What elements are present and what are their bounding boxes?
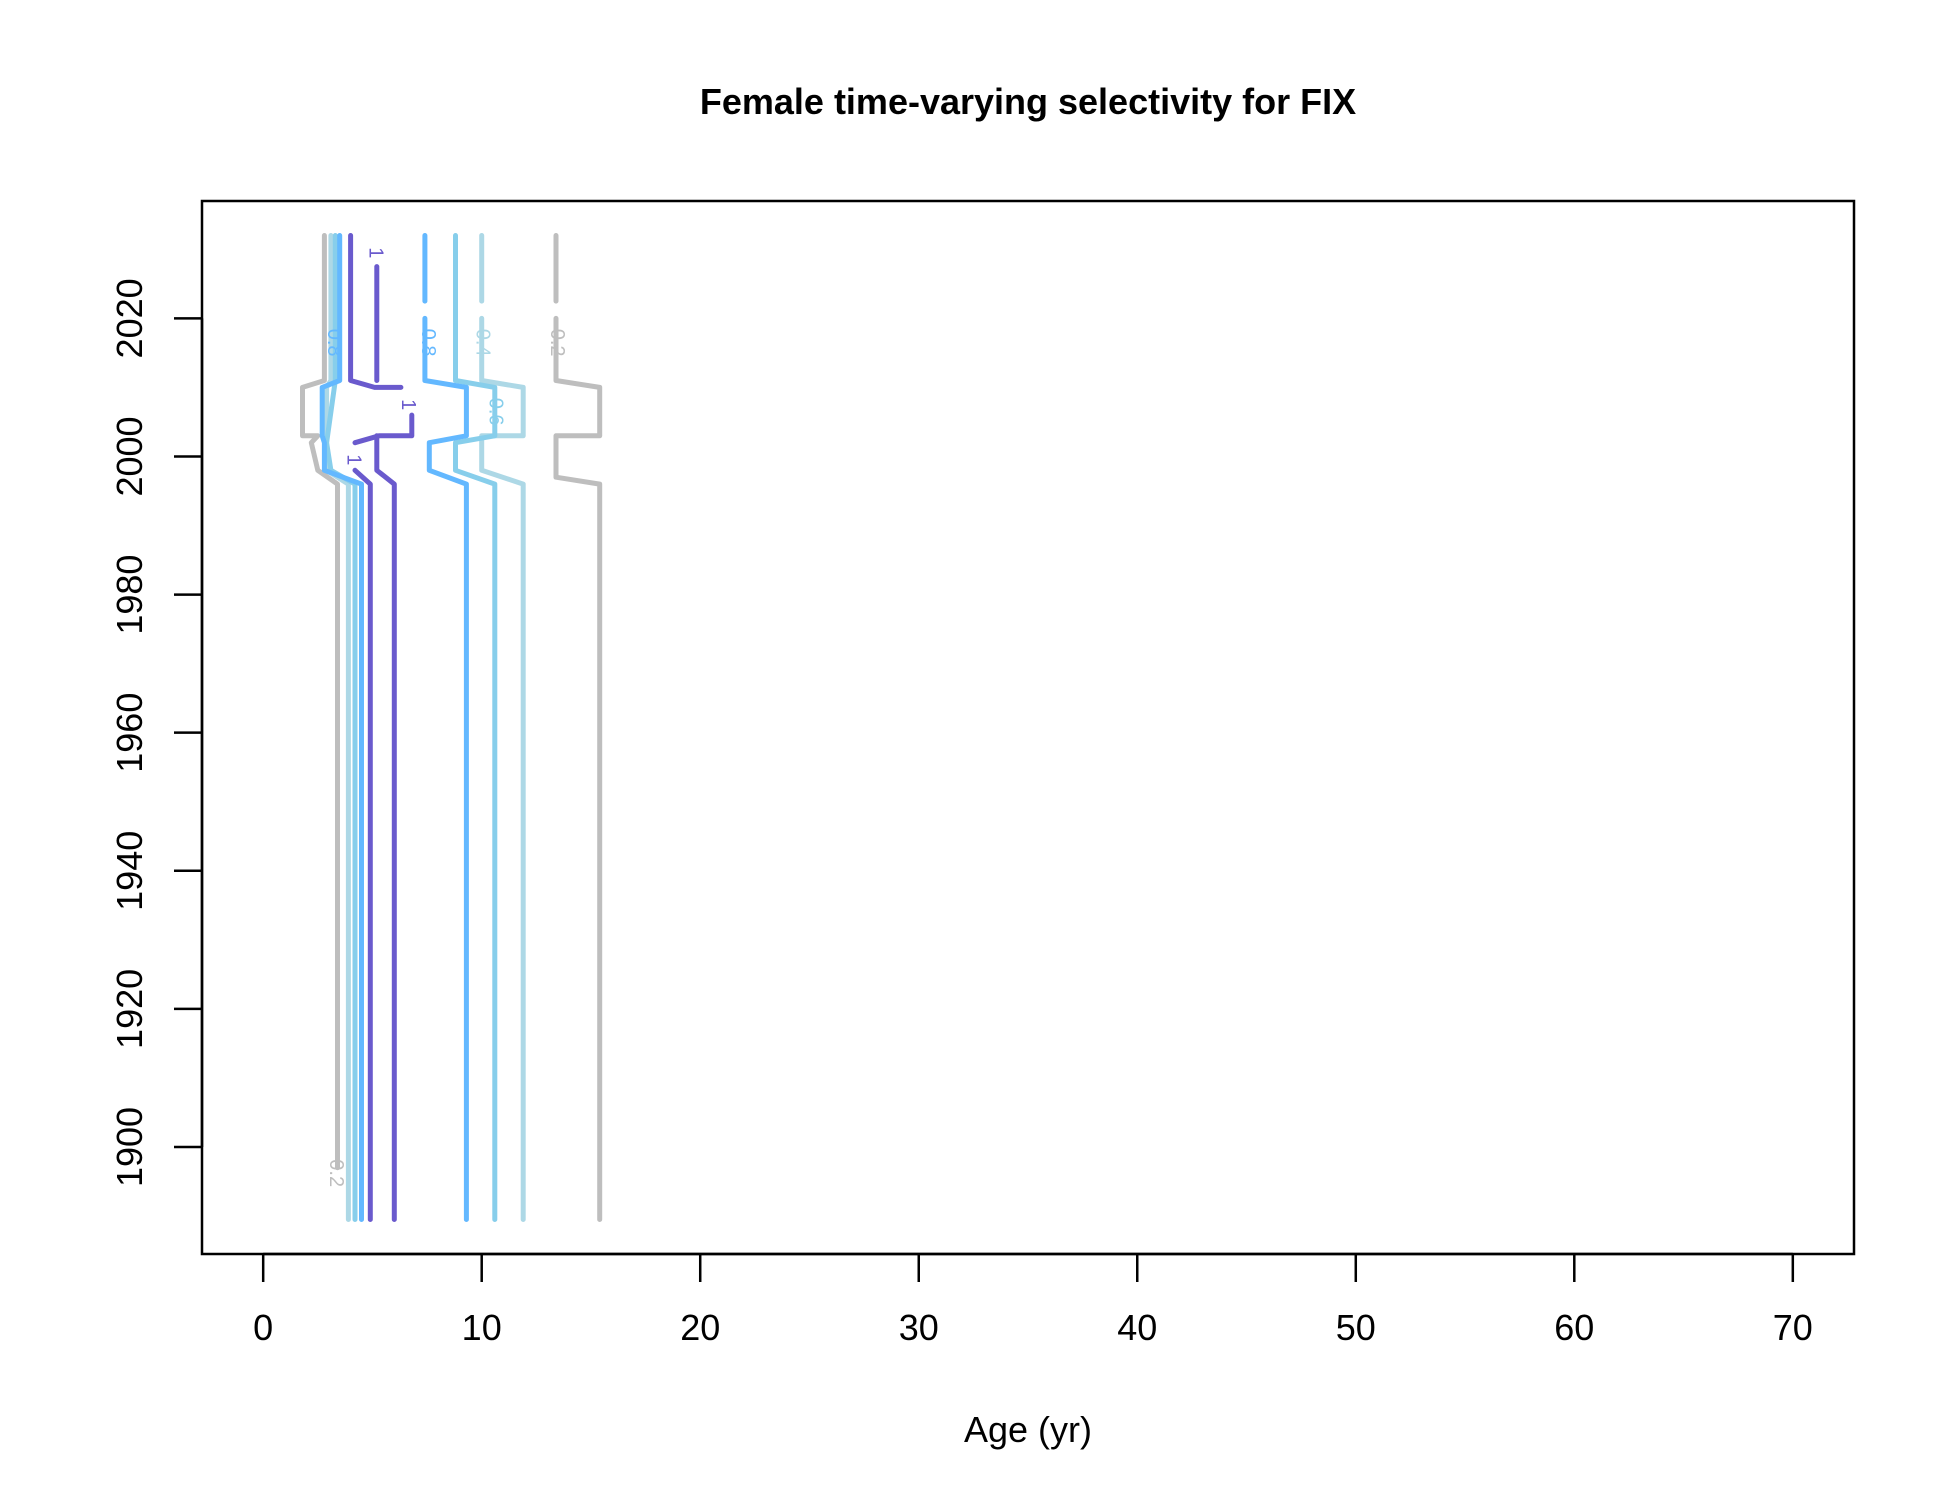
contour-label-8: 0.8: [323, 329, 345, 357]
contour-label-1: 0.2: [546, 329, 568, 357]
x-tick-label: 10: [462, 1307, 502, 1348]
y-tick-label: 2000: [109, 416, 150, 496]
contour-line-0.8-8: [319, 233, 364, 1222]
x-tick-label: 0: [253, 1307, 273, 1348]
contour-line-0.8-9: [422, 315, 469, 1222]
x-tick-label: 50: [1336, 1307, 1376, 1348]
contour-line-0.2-1: [553, 315, 603, 1222]
contour-line-0.6-7: [453, 233, 498, 1222]
x-tick-label: 20: [680, 1307, 720, 1348]
x-axis-label: Age (yr): [964, 1409, 1092, 1450]
contour-label-15: 1: [364, 247, 386, 258]
x-tick-label: 60: [1554, 1307, 1594, 1348]
y-axis: 1900 1920 1940 1960 1980 2000 2020: [109, 278, 204, 1187]
x-axis: 0 10 20 30 40 50 60 70: [253, 1252, 1813, 1348]
contour-line-1-12: [352, 412, 415, 446]
contour-label-4: 0.4: [471, 329, 493, 357]
chart-title: Female time-varying selectivity for FIX: [700, 81, 1356, 122]
y-tick-label: 1920: [109, 969, 150, 1049]
x-tick-label: 30: [899, 1307, 939, 1348]
contour-label-13: 1: [342, 454, 364, 465]
x-tick-label: 70: [1773, 1307, 1813, 1348]
y-tick-label: 1900: [109, 1107, 150, 1187]
contour-line-1-13: [352, 467, 373, 1222]
contour-line-0.6-6: [324, 233, 358, 1222]
contour-label-12: 1: [397, 399, 419, 410]
contour-line-1-11: [348, 233, 404, 390]
plot-frame: [200, 199, 1856, 1256]
contour-line-0.2-0: [300, 233, 340, 1171]
y-tick-label: 1960: [109, 693, 150, 773]
contour-line-0.4-4: [479, 315, 526, 1222]
y-tick-label: 1940: [109, 831, 150, 911]
contour-label-0: 0.2: [325, 1159, 347, 1187]
contour-line-1-14: [374, 433, 397, 1222]
y-tick-label: 1980: [109, 555, 150, 635]
contour-lines: [300, 233, 603, 1222]
contour-labels: 0.2 0.2 0.4 0.6 0.8 0.8 1 1 1: [323, 247, 568, 1187]
x-tick-label: 40: [1117, 1307, 1157, 1348]
contour-label-7: 0.6: [485, 398, 507, 426]
y-tick-label: 2020: [109, 278, 150, 358]
contour-label-9: 0.8: [417, 329, 439, 357]
